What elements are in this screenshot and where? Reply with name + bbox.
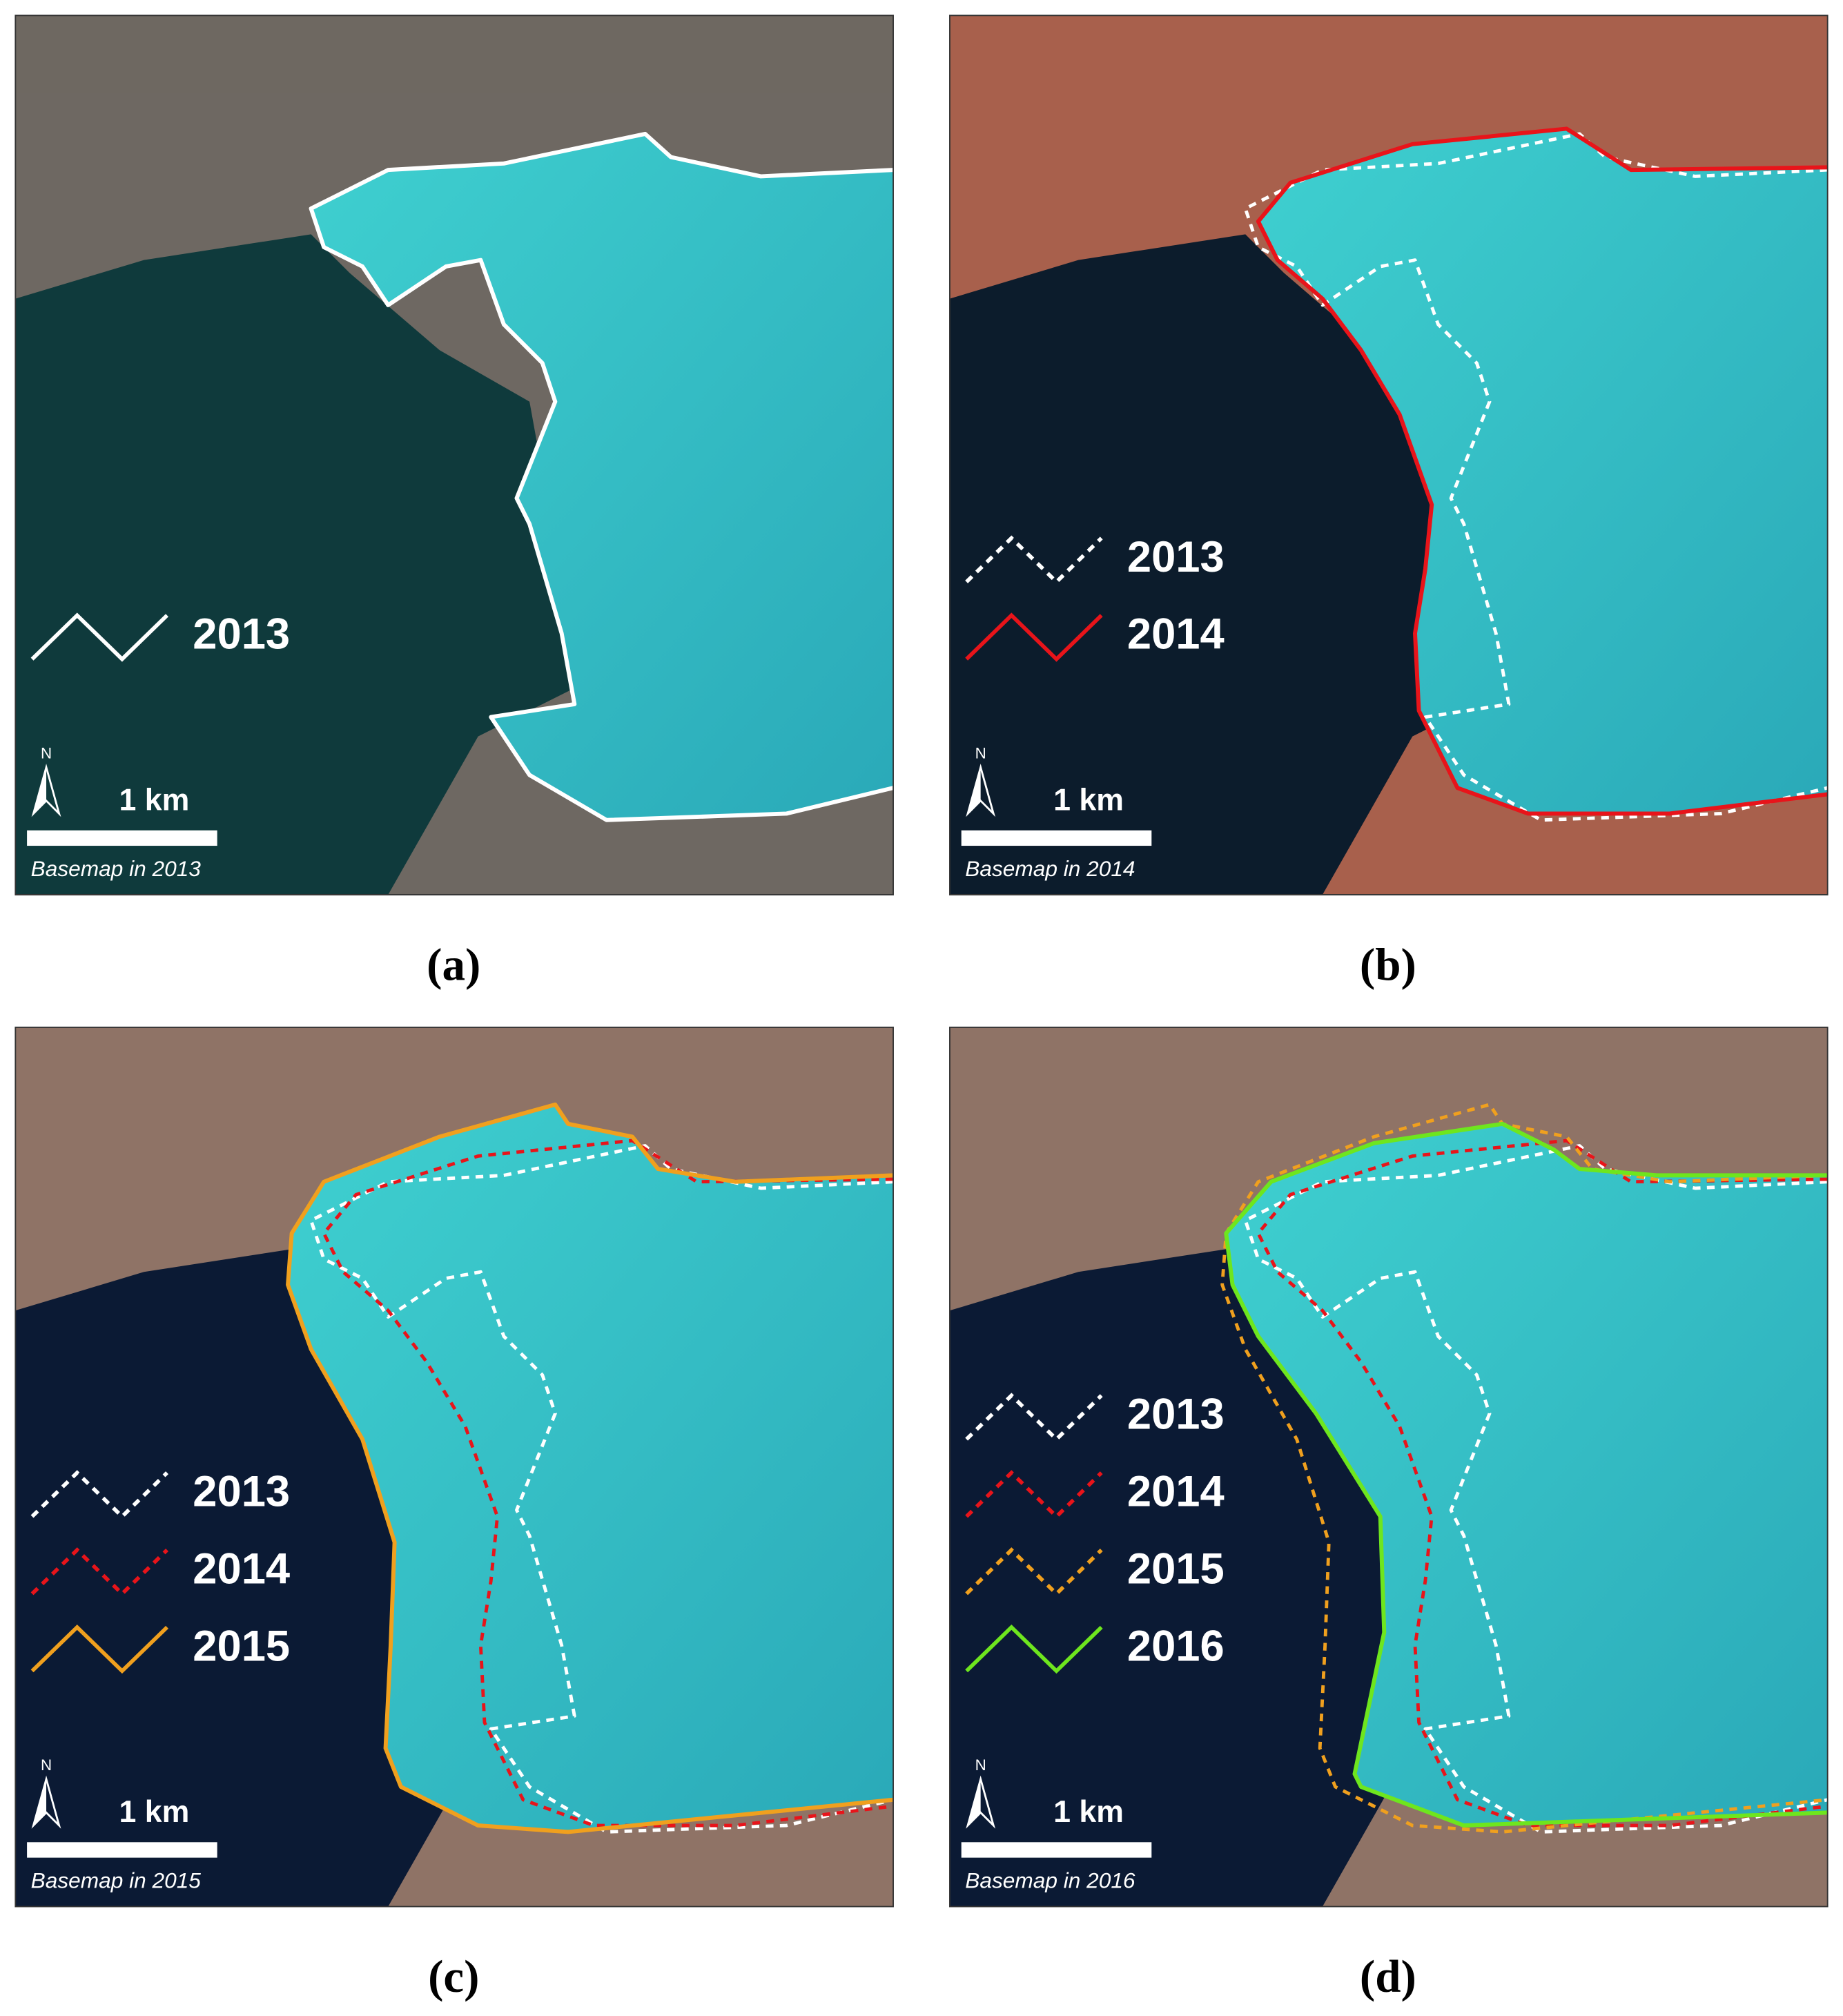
legend-symbol <box>965 535 1103 585</box>
glacier <box>288 1104 894 1832</box>
legend-symbol <box>30 1624 168 1674</box>
panel-border <box>14 1027 894 1908</box>
basemap-note: Basemap in 2013 <box>31 856 202 881</box>
map-panel: 2013 N 1 km Basemap in 2013 <box>14 14 894 895</box>
terrain-ridge <box>15 15 894 93</box>
legend-symbol <box>30 612 168 662</box>
panel-border <box>949 1027 1829 1908</box>
legend-symbol <box>965 1393 1103 1442</box>
glacier <box>1226 1123 1828 1826</box>
north-label: N <box>41 1756 52 1774</box>
map-content <box>949 15 1828 895</box>
panel-caption: (c) <box>428 1950 479 2002</box>
terrain-ridge <box>949 1027 1828 1105</box>
glacier <box>311 133 894 820</box>
legend-symbol <box>965 1470 1103 1520</box>
glacier-outline <box>286 1102 894 1834</box>
panel-caption: (b) <box>1360 938 1416 990</box>
basemap-note: Basemap in 2014 <box>965 856 1135 881</box>
glacier-outline <box>322 1138 894 1828</box>
panel-caption: (a) <box>427 938 480 990</box>
panel-caption: (d) <box>1360 1950 1416 2002</box>
scale-bar <box>961 1842 1152 1858</box>
north-label: N <box>975 1756 986 1774</box>
legend-symbol <box>30 1547 168 1597</box>
map-content <box>15 15 894 895</box>
glacier <box>1258 128 1828 814</box>
basemap-note: Basemap in 2015 <box>31 1868 202 1892</box>
north-label: N <box>975 745 986 762</box>
legend-label: 2014 <box>1127 1468 1225 1516</box>
glacier-outline <box>1243 1144 1828 1834</box>
glacier-outline <box>309 131 894 822</box>
legend-label: 2013 <box>193 610 290 659</box>
legend-label: 2013 <box>1127 1390 1225 1439</box>
scale-label: 1 km <box>1053 1795 1124 1829</box>
scale-bar <box>27 1842 217 1858</box>
legend-label: 2013 <box>1127 533 1225 581</box>
legend-symbol <box>965 1547 1103 1597</box>
legend-label: 2015 <box>193 1622 290 1670</box>
legend-symbol <box>965 612 1103 662</box>
water <box>949 234 1516 895</box>
glacier-outline <box>1256 1138 1828 1828</box>
map-content <box>15 1027 894 1907</box>
terrain-ridge <box>949 15 1828 93</box>
scale-label: 1 km <box>1053 783 1124 817</box>
legend-symbol <box>30 1470 168 1520</box>
map-panel: 2013 2014 N 1 km Basemap in 2014 <box>949 14 1829 895</box>
scale-bar <box>961 830 1152 846</box>
scale-bar <box>27 830 217 846</box>
panel-border <box>949 14 1829 895</box>
scale-label: 1 km <box>119 1795 190 1829</box>
water <box>15 234 581 895</box>
scale-label: 1 km <box>119 783 190 817</box>
glacier-outline <box>1224 1121 1828 1828</box>
legend-label: 2015 <box>1127 1544 1225 1593</box>
north-label: N <box>41 745 52 762</box>
north-arrow-half <box>968 1778 981 1826</box>
terrain-ridge <box>15 1027 894 1105</box>
map-panel: 2013 2014 2015 N 1 km Basemap in 2015 <box>14 1027 894 1908</box>
panel-border <box>14 14 894 895</box>
basemap-note: Basemap in 2016 <box>965 1868 1135 1892</box>
glacier-outline <box>1220 1103 1828 1834</box>
legend-label: 2014 <box>1127 610 1225 659</box>
glacier-outline <box>1243 132 1828 822</box>
legend-symbol <box>965 1624 1103 1674</box>
legend-label: 2013 <box>193 1468 290 1516</box>
legend-label: 2014 <box>193 1544 290 1593</box>
north-arrow-half <box>33 767 47 814</box>
map-content <box>949 1027 1828 1907</box>
map-panel: 2013 2014 2015 2016 N 1 km Basemap in 2016 <box>949 1027 1829 1908</box>
north-arrow-half <box>968 767 981 814</box>
legend-label: 2016 <box>1127 1622 1225 1670</box>
glacier-outline <box>309 1144 894 1834</box>
glacier-outline <box>1256 126 1828 816</box>
north-arrow-half <box>33 1778 47 1826</box>
